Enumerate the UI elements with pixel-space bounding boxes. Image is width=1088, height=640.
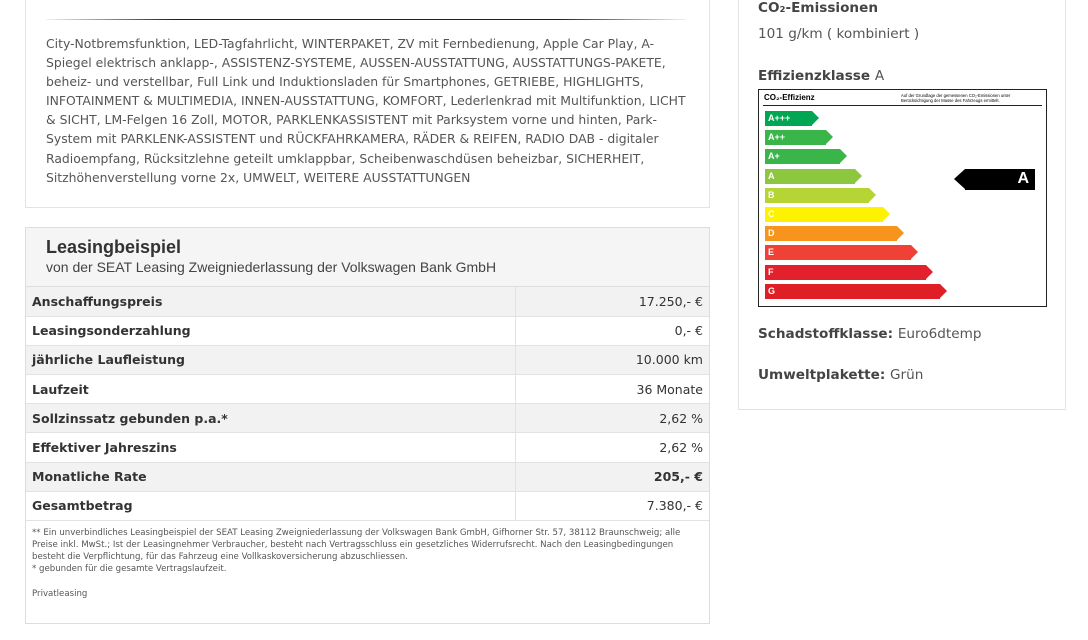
efficiency-class-bar: A++ <box>765 130 834 146</box>
row-label: Effektiver Jahreszins <box>26 432 516 463</box>
footnote-text: * gebunden für die gesamte Vertragslaufz… <box>32 564 227 574</box>
row-value: 2,62 % <box>515 432 709 463</box>
pollutant-value: Euro6dtemp <box>897 326 982 342</box>
pollutant-class: Schadstoffklasse: Euro6dtemp <box>758 326 981 342</box>
efficiency-class-bar: E <box>765 245 919 261</box>
table-row: Laufzeit 36 Monate <box>26 374 709 405</box>
environment-sticker: Umweltplakette: Grün <box>758 367 923 383</box>
leasing-footnote: ** Ein unverbindliches Leasingbeispiel d… <box>26 521 709 575</box>
table-row: jährliche Laufleistung 10.000 km <box>26 345 709 376</box>
footnote-text: ** Ein unverbindliches Leasingbeispiel d… <box>32 528 681 562</box>
row-label: Sollzinssatz gebunden p.a.* <box>26 403 516 434</box>
row-value: 205,- € <box>515 462 709 492</box>
efficiency-marker: A <box>954 169 1035 190</box>
row-value: 17.250,- € <box>515 287 709 317</box>
row-value: 7.380,- € <box>515 491 709 522</box>
sticker-heading: Umweltplakette: <box>758 367 886 383</box>
efficiency-class-bar: F <box>765 264 933 280</box>
leasing-title: Leasingbeispiel <box>46 237 182 257</box>
table-row: Effektiver Jahreszins 2,62 % <box>26 432 709 463</box>
row-value: 2,62 % <box>515 403 709 434</box>
row-label: Leasingsonderzahlung <box>26 316 516 346</box>
efficiency-heading-label: Effizienzklasse <box>758 68 871 84</box>
efficiency-class-bar: A <box>765 168 862 184</box>
energy-label-header: CO₂-Effizienz Auf der Grundlage der geme… <box>763 92 1042 106</box>
efficiency-heading-value: A <box>874 68 885 84</box>
equipment-card: City-Notbremsfunktion, LED-Tagfahrlicht,… <box>25 0 710 208</box>
row-value: 10.000 km <box>515 345 709 376</box>
row-label: Anschaffungspreis <box>26 287 516 317</box>
table-row: Leasingsonderzahlung 0,- € <box>26 316 709 346</box>
row-label: Laufzeit <box>26 374 516 405</box>
co2-heading: CO₂-Emissionen <box>758 0 878 16</box>
leasing-subtitle: von der SEAT Leasing Zweigniederlassung … <box>46 259 497 275</box>
efficiency-class-bar: A+++ <box>765 111 819 126</box>
row-value: 0,- € <box>515 316 709 346</box>
table-row: Sollzinssatz gebunden p.a.* 2,62 % <box>26 403 709 434</box>
private-leasing-label: Privatleasing <box>32 589 88 599</box>
row-label: Gesamtbetrag <box>26 491 516 522</box>
table-row: Monatliche Rate 205,- € <box>26 462 709 492</box>
leasing-header: Leasingbeispiel von der SEAT Leasing Zwe… <box>26 228 709 287</box>
divider <box>46 19 686 20</box>
energy-label-title: CO₂-Effizienz <box>764 93 815 102</box>
efficiency-class-bar: A+ <box>765 149 848 165</box>
equipment-list: City-Notbremsfunktion, LED-Tagfahrlicht,… <box>46 36 686 185</box>
pollutant-heading: Schadstoffklasse: <box>758 326 894 342</box>
sticker-value: Grün <box>889 367 924 383</box>
energy-label-note: Auf der Grundlage der gemessenen CO₂-Emi… <box>901 93 1011 103</box>
efficiency-heading: Effizienzklasse A <box>758 68 884 84</box>
row-label: Monatliche Rate <box>26 462 516 492</box>
efficiency-class-bar: B <box>765 187 876 203</box>
energy-efficiency-label: CO₂-Effizienz Auf der Grundlage der geme… <box>758 89 1047 307</box>
leasing-card: Leasingbeispiel von der SEAT Leasing Zwe… <box>25 227 710 624</box>
leasing-table: Anschaffungspreis 17.250,- € Leasingsond… <box>26 287 709 522</box>
table-row: Anschaffungspreis 17.250,- € <box>26 287 709 317</box>
emissions-card: CO₂-Emissionen 101 g/km ( kombiniert ) E… <box>738 0 1066 410</box>
row-value: 36 Monate <box>515 374 709 405</box>
table-row: Gesamtbetrag 7.380,- € <box>26 491 709 522</box>
efficiency-marker-value: A <box>1017 170 1029 187</box>
row-label: jährliche Laufleistung <box>26 345 516 376</box>
co2-value: 101 g/km ( kombiniert ) <box>758 26 920 42</box>
efficiency-class-bar: D <box>765 226 905 242</box>
efficiency-class-bar: C <box>765 207 890 222</box>
efficiency-class-bar: G <box>765 283 947 299</box>
